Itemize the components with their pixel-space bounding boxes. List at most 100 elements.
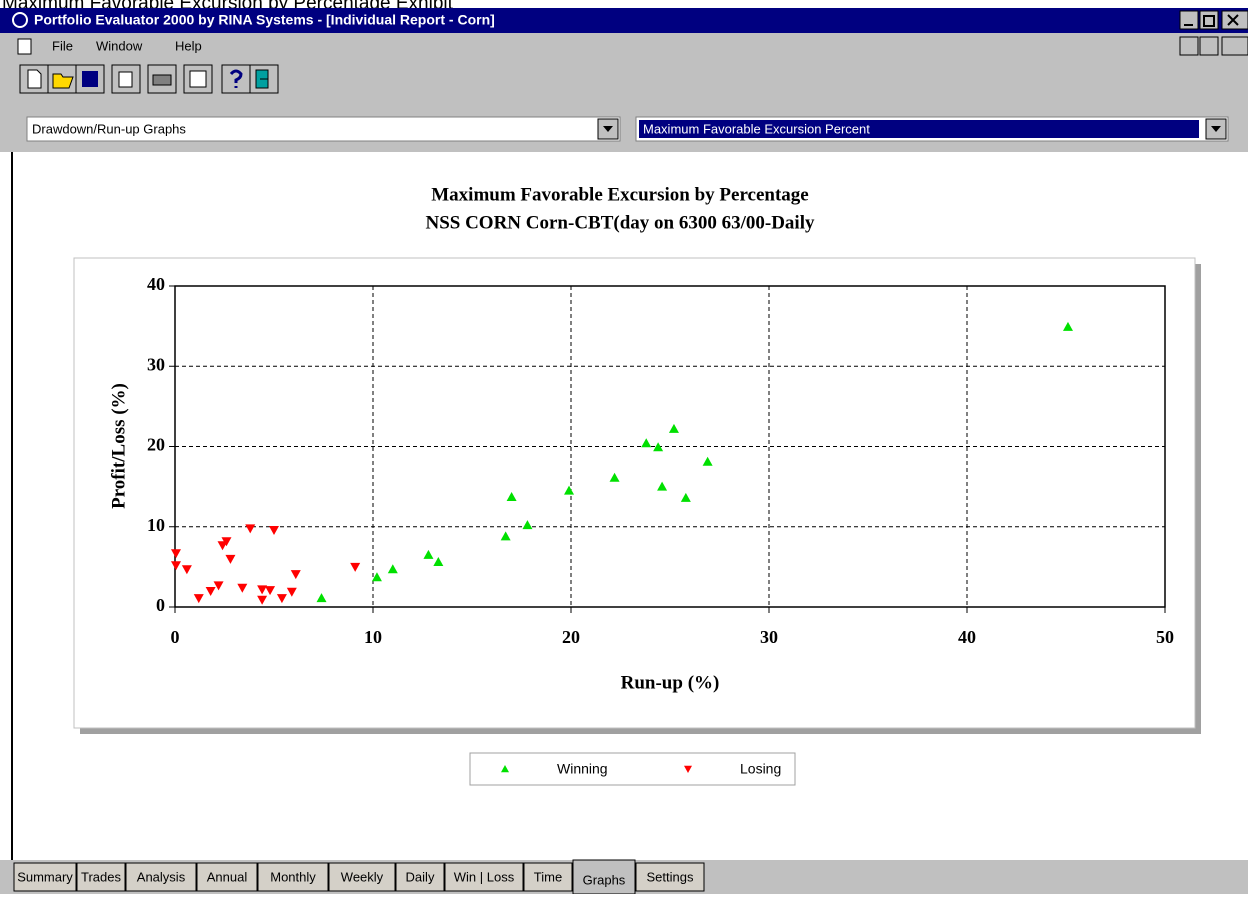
icon: [27, 69, 42, 89]
icon: [52, 73, 74, 89]
tab-label: Annual: [207, 869, 248, 884]
x-tick-label: 50: [1156, 627, 1174, 647]
point: [257, 595, 268, 605]
point: [500, 531, 511, 541]
close-button[interactable]: [1221, 10, 1248, 30]
tab[interactable]: [395, 862, 445, 892]
plot-border: [174, 285, 1166, 608]
graph-value: Maximum Favorable Excursion Percent: [643, 121, 870, 136]
selection-highlight: [639, 120, 1199, 138]
point: [433, 557, 444, 567]
point: [653, 442, 664, 452]
icon: [189, 70, 207, 88]
point: [181, 565, 192, 575]
y-tick-label: 0: [156, 595, 165, 615]
point: [213, 581, 224, 591]
tab[interactable]: [328, 862, 396, 892]
tab-label: Analysis: [137, 869, 186, 884]
point: [276, 594, 287, 604]
chart-subtitle: NSS CORN Corn-CBT(day on 6300 63/00-Dail…: [425, 212, 815, 233]
point: [269, 525, 279, 535]
window-title: Portfolio Evaluator 2000 by RINA Systems…: [34, 12, 495, 28]
tab[interactable]: [13, 862, 77, 892]
point: [522, 520, 533, 530]
tab-label: Graphs: [583, 872, 626, 887]
tab-label: Trades: [81, 869, 121, 884]
y-tick-label: 10: [147, 515, 165, 535]
point: [170, 549, 181, 559]
tab-label: Daily: [406, 869, 435, 884]
point: [286, 587, 297, 597]
legend-marker: [501, 765, 509, 773]
legend-marker: [684, 765, 692, 773]
point: [225, 554, 236, 564]
point: [371, 572, 382, 582]
tab[interactable]: [444, 862, 524, 892]
y-tick-label: 20: [147, 435, 165, 455]
y-tick-label: 30: [147, 354, 165, 374]
menu-item[interactable]: Window: [96, 38, 143, 53]
tab-label: Monthly: [270, 869, 316, 884]
doc-icon: [17, 38, 32, 55]
icon: [255, 69, 269, 89]
tab-label: Win | Loss: [454, 869, 515, 884]
tabs: Summary Trades Analysis Annual Monthly Weekly…: [13, 859, 705, 895]
menu-item[interactable]: File: [52, 38, 73, 53]
tab-label: Summary: [17, 869, 73, 884]
tab[interactable]: [125, 862, 197, 892]
point: [193, 594, 204, 604]
icon: [229, 69, 243, 88]
point: [265, 586, 276, 596]
window-controls[interactable]: [1179, 10, 1248, 30]
point: [423, 549, 434, 559]
minimize-button[interactable]: [1179, 10, 1199, 30]
x-axis-label: Run-up (%): [621, 672, 720, 693]
doc-minimize[interactable]: [1179, 36, 1199, 56]
point: [1062, 321, 1073, 331]
chart-frame: [73, 257, 1196, 729]
tab[interactable]: [257, 862, 329, 892]
x-tick-label: 30: [760, 627, 778, 647]
point: [680, 492, 691, 502]
y-tick-label: 40: [147, 274, 165, 294]
plot: 0 10 20 30 40 50 0 10 20 30 40: [147, 274, 1174, 647]
tab[interactable]: [76, 862, 126, 892]
legend: [469, 752, 796, 786]
app-icon: [12, 12, 28, 28]
icon: [82, 71, 98, 87]
y-axis-label: Profit/Loss (%): [108, 383, 129, 509]
icon: [152, 74, 172, 86]
legend-label: Winning: [557, 761, 608, 777]
point: [350, 562, 361, 572]
point: [702, 456, 713, 466]
report-group-select[interactable]: [26, 116, 621, 142]
point: [506, 492, 517, 502]
point: [245, 524, 256, 534]
x-tick-label: 10: [364, 627, 382, 647]
title-bar: [0, 8, 1248, 33]
tab[interactable]: [523, 862, 573, 892]
dropdown-arrow: [603, 126, 613, 132]
menu-item[interactable]: Help: [175, 38, 202, 53]
point: [641, 438, 652, 448]
tab-label: Time: [534, 869, 562, 884]
legend-label: Losing: [740, 761, 781, 777]
point: [170, 561, 181, 571]
doc-close[interactable]: [1221, 36, 1248, 56]
doc-restore[interactable]: [1199, 36, 1219, 56]
point: [609, 472, 620, 482]
point: [564, 485, 575, 495]
tab[interactable]: [635, 862, 705, 892]
tab[interactable]: [196, 862, 258, 892]
point: [205, 586, 216, 596]
chart-title: Maximum Favorable Excursion by Percentag…: [431, 184, 809, 205]
point: [668, 423, 679, 433]
legend-entries: Winning Losing: [501, 761, 781, 777]
x-tick-label: 0: [171, 627, 180, 647]
x-tick-label: 20: [562, 627, 580, 647]
point: [257, 585, 268, 595]
dropdown-arrow: [1211, 126, 1221, 132]
report-group-value: Drawdown/Run-up Graphs: [32, 121, 186, 136]
point: [221, 537, 232, 547]
